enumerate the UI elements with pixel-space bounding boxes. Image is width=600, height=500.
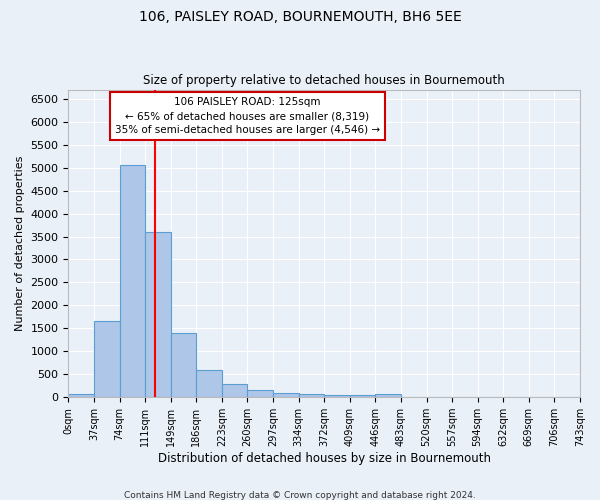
Y-axis label: Number of detached properties: Number of detached properties (15, 156, 25, 331)
Bar (171, 333, 196, 397)
Bar (119, 166, 145, 397)
Bar (145, 232, 171, 397)
Title: Size of property relative to detached houses in Bournemouth: Size of property relative to detached ho… (143, 74, 505, 87)
Bar (299, 394, 324, 397)
Bar (68, 394, 94, 397)
Bar (94, 322, 119, 397)
Bar (376, 394, 401, 397)
Text: Contains HM Land Registry data © Crown copyright and database right 2024.: Contains HM Land Registry data © Crown c… (124, 490, 476, 500)
Bar (273, 392, 299, 397)
Bar (324, 394, 350, 397)
Bar (196, 370, 222, 397)
Bar (222, 384, 247, 397)
Text: 106, PAISLEY ROAD, BOURNEMOUTH, BH6 5EE: 106, PAISLEY ROAD, BOURNEMOUTH, BH6 5EE (139, 10, 461, 24)
X-axis label: Distribution of detached houses by size in Bournemouth: Distribution of detached houses by size … (158, 452, 491, 465)
Text: 106 PAISLEY ROAD: 125sqm
← 65% of detached houses are smaller (8,319)
35% of sem: 106 PAISLEY ROAD: 125sqm ← 65% of detach… (115, 97, 380, 135)
Bar (247, 390, 273, 397)
Bar (350, 394, 376, 397)
